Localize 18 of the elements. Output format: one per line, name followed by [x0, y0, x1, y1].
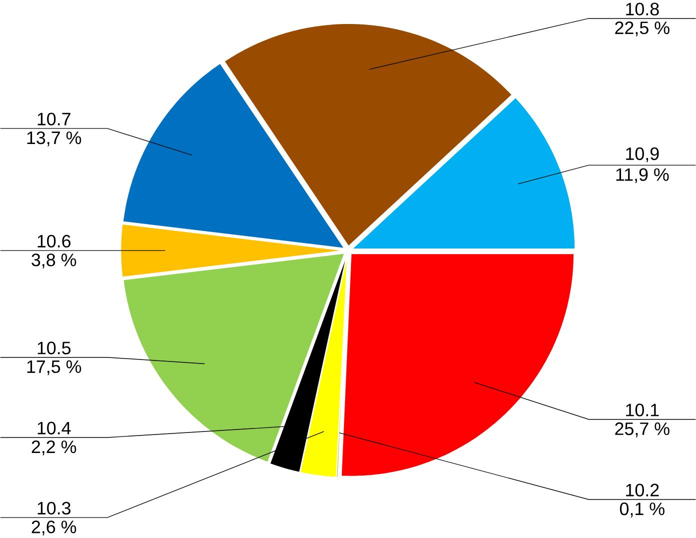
data-label: 17,5 % — [27, 360, 82, 376]
data-label: 11,9 % — [616, 168, 669, 183]
slice-label: 10.3 — [38, 502, 70, 514]
slice-label: 10.1 — [626, 404, 659, 416]
data-label: 13,7 % — [27, 131, 82, 146]
data-label: 22,5 % — [615, 21, 670, 36]
data-label: 2,6 % — [32, 520, 76, 536]
slice-label: 10.8 — [626, 2, 659, 16]
slice-label: 10.4 — [38, 422, 71, 434]
data-label: 0,1 % — [620, 502, 664, 518]
slice-label: 10.6 — [38, 234, 70, 248]
slice-label: 10.5 — [38, 342, 71, 354]
slice-label: 10,9 — [626, 147, 659, 162]
slice-label: 10.2 — [626, 484, 659, 496]
data-label: 2,2 % — [32, 440, 76, 456]
data-label: 3,8 % — [32, 254, 76, 268]
data-label: 25,7 % — [615, 422, 670, 438]
slice-label: 10.7 — [38, 112, 70, 126]
